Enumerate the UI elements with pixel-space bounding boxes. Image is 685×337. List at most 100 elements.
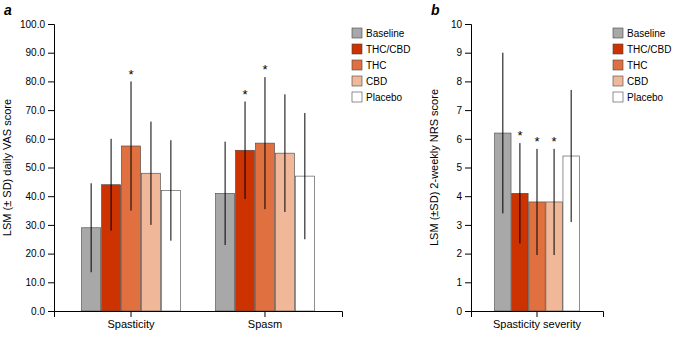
tick-label: Spasticity severity	[493, 318, 582, 330]
error-bar	[519, 143, 520, 243]
title: a	[4, 2, 12, 18]
axis-line	[55, 312, 343, 318]
y-axis: 0.010.020.030.040.050.060.070.080.090.01…	[20, 19, 55, 317]
tick-label: 5	[456, 162, 462, 173]
tick-label: Spasm	[248, 318, 282, 330]
y-tick: 50.0	[26, 162, 54, 173]
tick-mark	[465, 196, 471, 197]
tick-mark	[264, 311, 265, 317]
tick-label: 1	[456, 277, 462, 288]
legend-item: Baseline	[613, 28, 666, 39]
y-axis-title: LSM (±SD) 2-weekly NRS score	[428, 89, 440, 246]
legend-label: Baseline	[627, 28, 666, 39]
y-tick: 7	[456, 105, 471, 116]
tick-mark	[465, 254, 471, 255]
tick-mark	[48, 311, 54, 312]
title: b	[431, 2, 440, 18]
legend-label: Placebo	[366, 92, 403, 103]
tick-mark	[465, 81, 471, 82]
legend: Baseline THC/CBD THC CBD Placebo	[613, 28, 671, 103]
x-tick: Spasticity severity	[493, 311, 582, 330]
tick-label: 50.0	[26, 162, 46, 173]
y-tick: 40.0	[26, 191, 54, 202]
y-tick: 8	[456, 76, 471, 87]
legend-item: CBD	[613, 76, 648, 87]
error-bar	[304, 113, 305, 239]
y-tick: 70.0	[26, 105, 54, 116]
tick-label: 3	[456, 220, 462, 231]
tick-mark	[465, 225, 471, 226]
legend-item: THC/CBD	[613, 44, 671, 55]
tick-mark	[48, 53, 54, 54]
annotation: *	[534, 134, 539, 149]
axis-line	[465, 25, 472, 312]
legend-swatch	[613, 92, 623, 102]
legend-label: Placebo	[627, 92, 664, 103]
error-bar	[91, 183, 92, 272]
legend-label: THC	[627, 60, 648, 71]
legend-item: Baseline	[352, 28, 405, 39]
legend-swatch	[352, 60, 362, 70]
tick-label: 10.0	[26, 277, 46, 288]
annotation: *	[128, 67, 133, 82]
tick-mark	[48, 225, 54, 226]
tick-mark	[48, 196, 54, 197]
y-tick: 60.0	[26, 134, 54, 145]
error-bar	[111, 139, 112, 231]
tick-mark	[465, 311, 471, 312]
x-tick: Spasticity	[107, 311, 155, 330]
tick-label: 2	[456, 248, 462, 259]
axis-line	[48, 25, 55, 312]
y-tick: 0.0	[31, 306, 54, 317]
chart: 0.010.020.030.040.050.060.070.080.090.01…	[0, 0, 685, 337]
error-bar	[571, 90, 572, 222]
legend-label: THC/CBD	[366, 44, 410, 55]
tick-mark	[465, 282, 471, 283]
panel: 012345678910Spasticity severity***bLSM (…	[428, 2, 671, 330]
x-axis: Spasticity severity	[472, 311, 604, 330]
tick-label: 0.0	[31, 306, 45, 317]
y-tick: 30.0	[26, 220, 54, 231]
y-tick: 20.0	[26, 248, 54, 259]
tick-mark	[48, 81, 54, 82]
y-tick: 4	[456, 191, 471, 202]
tick-mark	[465, 24, 471, 25]
legend-swatch	[613, 60, 623, 70]
tick-label: 30.0	[26, 220, 46, 231]
annotation: *	[243, 87, 248, 102]
annotations: ***	[128, 62, 267, 101]
legend-swatch	[352, 76, 362, 86]
x-tick: Spasm	[248, 311, 282, 330]
error-bar	[150, 122, 151, 225]
x-axis: Spasticity Spasm	[55, 311, 343, 330]
error-bar	[225, 142, 226, 245]
error-bar	[537, 149, 538, 255]
y-tick: 10	[451, 19, 471, 30]
tick-mark	[48, 282, 54, 283]
y-tick: 80.0	[26, 76, 54, 87]
tick-label: Spasticity	[107, 318, 155, 330]
tick-label: 0	[456, 306, 462, 317]
error-bar	[284, 94, 285, 212]
y-axis: 012345678910	[451, 19, 472, 317]
tick-label: 20.0	[26, 248, 46, 259]
legend-label: Baseline	[366, 28, 405, 39]
y-tick: 1	[456, 277, 471, 288]
legend-swatch	[352, 28, 362, 38]
error-bar	[170, 140, 171, 240]
y-tick: 100.0	[20, 19, 54, 30]
y-tick: 3	[456, 220, 471, 231]
error-bar	[131, 81, 132, 210]
legend-swatch	[352, 92, 362, 102]
y-tick: 10.0	[26, 277, 54, 288]
tick-mark	[465, 53, 471, 54]
tick-mark	[48, 139, 54, 140]
tick-label: 40.0	[26, 191, 46, 202]
tick-label: 10	[451, 19, 463, 30]
tick-mark	[465, 139, 471, 140]
tick-mark	[48, 110, 54, 111]
error-bar	[502, 53, 503, 214]
legend-label: CBD	[627, 76, 648, 87]
tick-label: 9	[456, 47, 462, 58]
tick-mark	[537, 311, 538, 317]
